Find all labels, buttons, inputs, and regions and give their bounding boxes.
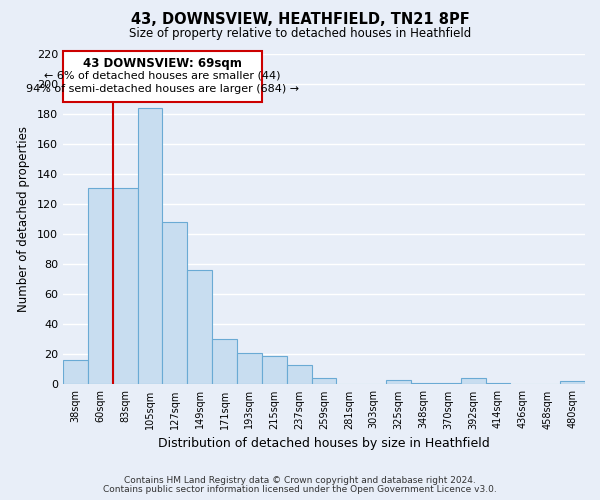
- Bar: [63, 360, 88, 384]
- Text: 43 DOWNSVIEW: 69sqm: 43 DOWNSVIEW: 69sqm: [83, 57, 242, 70]
- Bar: [113, 188, 137, 384]
- Bar: [187, 270, 212, 384]
- Bar: [485, 383, 511, 384]
- Bar: [237, 353, 262, 384]
- Bar: [560, 382, 585, 384]
- Bar: [212, 340, 237, 384]
- Text: 43, DOWNSVIEW, HEATHFIELD, TN21 8PF: 43, DOWNSVIEW, HEATHFIELD, TN21 8PF: [131, 12, 469, 28]
- Bar: [461, 378, 485, 384]
- Bar: [88, 188, 113, 384]
- Bar: [386, 380, 411, 384]
- Text: Size of property relative to detached houses in Heathfield: Size of property relative to detached ho…: [129, 28, 471, 40]
- Bar: [137, 108, 163, 384]
- Bar: [287, 365, 311, 384]
- Text: Contains public sector information licensed under the Open Government Licence v3: Contains public sector information licen…: [103, 484, 497, 494]
- FancyBboxPatch shape: [63, 51, 262, 102]
- Text: 94% of semi-detached houses are larger (684) →: 94% of semi-detached houses are larger (…: [26, 84, 299, 94]
- Bar: [262, 356, 287, 384]
- Bar: [163, 222, 187, 384]
- Bar: [311, 378, 337, 384]
- X-axis label: Distribution of detached houses by size in Heathfield: Distribution of detached houses by size …: [158, 437, 490, 450]
- Y-axis label: Number of detached properties: Number of detached properties: [17, 126, 30, 312]
- Text: Contains HM Land Registry data © Crown copyright and database right 2024.: Contains HM Land Registry data © Crown c…: [124, 476, 476, 485]
- Text: ← 6% of detached houses are smaller (44): ← 6% of detached houses are smaller (44): [44, 70, 281, 81]
- Bar: [436, 383, 461, 384]
- Bar: [411, 383, 436, 384]
